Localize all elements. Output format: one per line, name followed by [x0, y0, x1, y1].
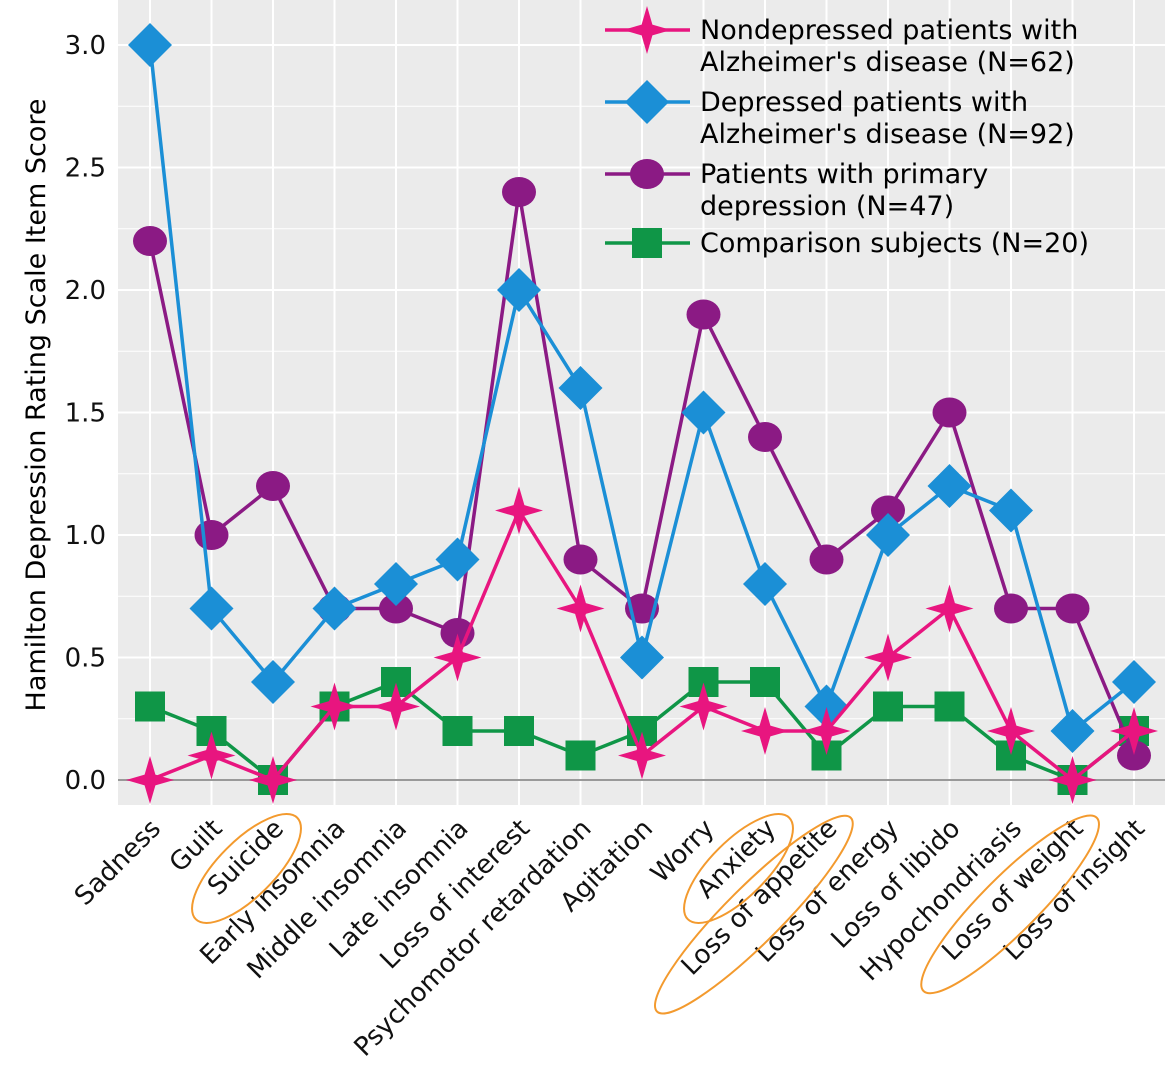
legend-label: Alzheimer's disease (N=92): [700, 119, 1075, 150]
data-point-star: [679, 682, 728, 731]
data-point-diamond: [128, 23, 172, 67]
data-point-star: [126, 756, 174, 804]
data-point-star: [249, 756, 297, 804]
data-point-diamond: [989, 488, 1033, 533]
data-point-circle: [256, 471, 290, 501]
data-point-circle: [809, 544, 844, 575]
data-point-diamond: [1050, 709, 1095, 753]
data-point-circle: [194, 520, 229, 550]
legend-label: Alzheimer's disease (N=62): [700, 47, 1075, 78]
y-tick-label: 0.0: [65, 766, 106, 796]
series-circle: [133, 177, 1151, 771]
data-point-square: [934, 691, 965, 722]
data-point-circle: [871, 495, 905, 526]
data-point-circle: [502, 177, 536, 207]
data-point-star: [1110, 707, 1158, 755]
data-point-circle: [932, 397, 967, 428]
legend-item: Comparison subjects (N=20): [605, 228, 1089, 259]
data-point-diamond: [312, 586, 357, 631]
legend-marker-square: [632, 228, 662, 258]
y-tick-label: 1.0: [65, 521, 106, 551]
data-point-star: [741, 707, 789, 755]
y-tick-label: 0.5: [65, 644, 106, 674]
data-point-diamond: [189, 586, 234, 631]
data-point-diamond: [866, 513, 910, 557]
data-point-diamond: [620, 635, 664, 680]
series-star: [126, 486, 1158, 804]
x-tick-label: Sadness: [69, 814, 167, 912]
data-point-diamond: [251, 660, 295, 704]
data-point-circle: [563, 544, 598, 575]
data-point-diamond: [927, 464, 972, 508]
data-point-star: [1048, 756, 1097, 804]
data-point-star: [802, 707, 851, 755]
y-axis-title: Hamilton Depression Rating Scale Item Sc…: [21, 99, 52, 712]
data-point-star: [187, 731, 236, 780]
legend-label: Nondepressed patients with: [700, 15, 1078, 46]
data-point-diamond: [497, 268, 541, 312]
data-point-square: [873, 691, 903, 722]
legend-label: Patients with primary: [700, 159, 988, 190]
data-point-star: [310, 682, 359, 731]
legend-label: Comparison subjects (N=20): [700, 228, 1089, 259]
data-point-circle: [994, 593, 1028, 624]
legend-marker-circle: [630, 159, 664, 189]
data-point-square: [565, 740, 596, 771]
data-point-diamond: [681, 390, 726, 435]
data-point-square: [135, 691, 165, 722]
data-point-diamond: [1112, 660, 1156, 704]
data-point-diamond: [374, 562, 418, 606]
legend-label: Depressed patients with: [700, 87, 1028, 118]
data-point-diamond: [435, 537, 480, 582]
data-point-circle: [1055, 593, 1090, 624]
legend-marker-diamond: [625, 80, 669, 124]
data-point-star: [372, 682, 420, 731]
y-tick-labels: 0.0 0.5 1.0 1.5 2.0 2.5 3.0: [65, 31, 106, 796]
legend-label: depression (N=47): [700, 191, 954, 222]
data-point-square: [442, 716, 473, 746]
data-point-square: [750, 667, 780, 697]
data-point-circle: [379, 593, 413, 624]
series-diamond: [128, 23, 1156, 753]
data-point-diamond: [743, 562, 787, 606]
y-tick-label: 2.0: [65, 276, 106, 306]
data-point-circle: [1117, 740, 1151, 771]
y-tick-label: 3.0: [65, 31, 106, 61]
data-point-star: [433, 633, 482, 682]
data-point-square: [504, 716, 534, 746]
data-point-circle: [748, 422, 782, 452]
highlight-ellipses: [191, 813, 1100, 1015]
data-point-star: [495, 486, 543, 535]
data-point-diamond: [558, 366, 603, 410]
y-tick-label: 1.5: [65, 399, 106, 429]
series-lines: [126, 23, 1158, 804]
data-point-star: [618, 731, 666, 780]
legend-marker-star: [623, 6, 671, 54]
data-point-star: [556, 584, 605, 633]
data-point-star: [925, 584, 974, 633]
data-point-circle: [686, 299, 721, 330]
data-point-star: [864, 633, 912, 682]
highlight-ellipse: [683, 813, 794, 924]
highlight-ellipse: [191, 813, 302, 924]
data-point-star: [987, 707, 1035, 755]
highlight-ellipse: [653, 814, 854, 1015]
highlight-ellipse: [920, 814, 1100, 995]
data-point-circle: [133, 226, 167, 256]
y-tick-label: 2.5: [65, 154, 106, 184]
